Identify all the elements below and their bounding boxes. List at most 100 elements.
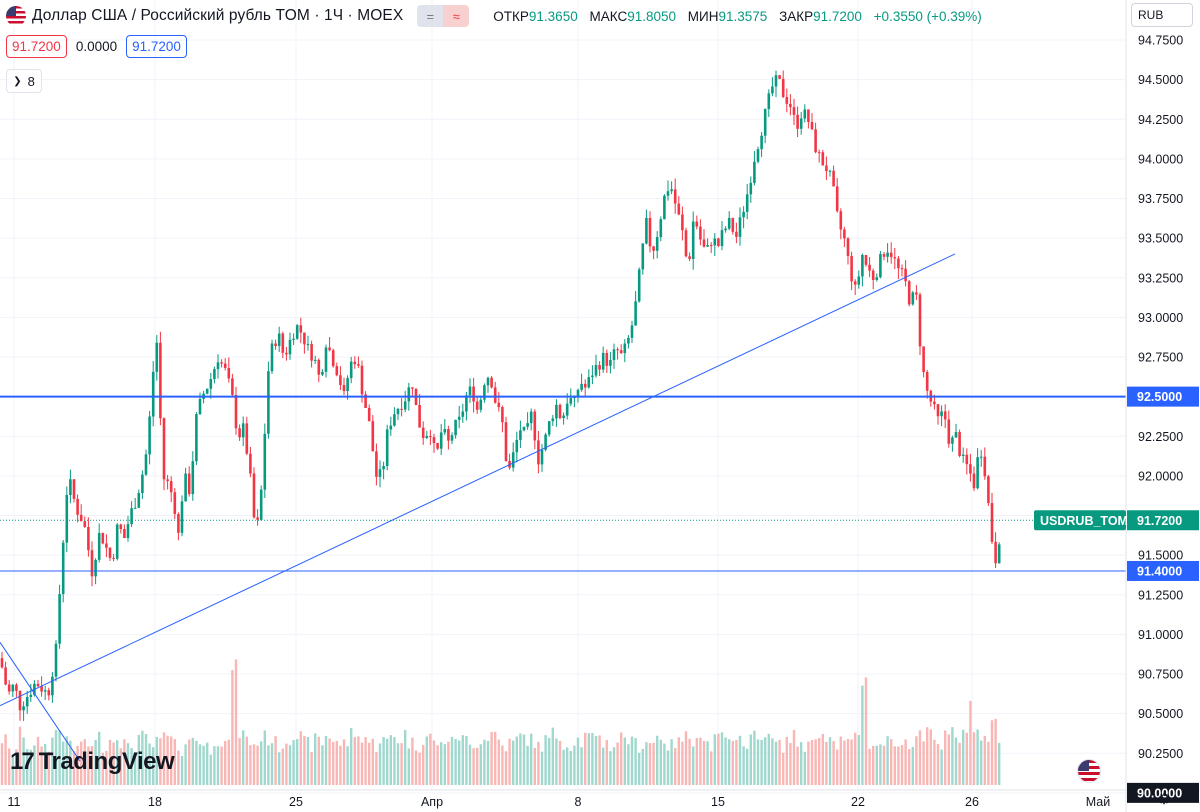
volume-bar [216, 746, 220, 785]
candle-body [151, 371, 155, 417]
candle-body [731, 217, 735, 232]
candle-body [990, 503, 994, 542]
candle-body [335, 366, 339, 376]
candle-body [231, 378, 234, 395]
volume-bar [605, 739, 608, 785]
symbol-title[interactable]: Доллар США / Российский рубль TOM · 1Ч ·… [32, 7, 404, 24]
candle-body [681, 214, 684, 231]
volume-bar [681, 741, 684, 785]
y-tick-label: 93.5000 [1138, 232, 1183, 246]
candle-body [461, 411, 465, 417]
volume-bar [479, 744, 482, 785]
candlesticks [0, 70, 1001, 721]
candle-body [360, 365, 364, 395]
volume-bar [756, 739, 760, 785]
candle-body [947, 419, 951, 444]
candle-body [659, 219, 663, 238]
volume-bar [990, 720, 994, 785]
volume-bar [728, 739, 731, 785]
volume-bar [15, 749, 18, 785]
candle-body [115, 524, 119, 559]
candle-body [54, 643, 58, 677]
candle-body [328, 347, 331, 351]
bid-box[interactable]: 91.7200 [6, 35, 67, 58]
candle-body [684, 230, 688, 257]
candle-body [234, 394, 238, 429]
chart-mode-pills[interactable]: = ≈ [417, 5, 470, 27]
volume-bar [378, 743, 382, 785]
gear-icon[interactable]: ⚙ [1157, 791, 1171, 808]
volume-bar [641, 748, 644, 785]
candle-body [429, 436, 432, 438]
y-tick-label: 93.2500 [1138, 271, 1183, 285]
volume-bar [987, 741, 990, 785]
volume-bar [918, 730, 922, 785]
trend-line [0, 253, 956, 707]
candle-body [220, 362, 223, 364]
x-tick-label: 8 [575, 795, 582, 809]
volume-bar [587, 733, 590, 785]
candle-body [544, 434, 547, 450]
volume-bar [18, 726, 22, 785]
drawing-lines[interactable] [0, 253, 1126, 762]
volume-bar [537, 741, 540, 785]
indicators-toggle[interactable]: ❯ 8 [6, 69, 42, 93]
x-tick-label: 18 [148, 795, 162, 809]
candle-body [198, 398, 202, 415]
indicators-count: 8 [27, 73, 35, 89]
volume-bar [101, 752, 104, 785]
volume-bar [594, 736, 598, 785]
volume-bar [832, 741, 835, 785]
candle-body [4, 667, 7, 685]
candle-body [418, 404, 421, 428]
volume-bar [213, 746, 216, 785]
candle-body [396, 408, 400, 415]
volume-bar [364, 737, 367, 785]
candle-body [479, 399, 483, 410]
volume-bar [65, 736, 68, 785]
candle-body [259, 489, 263, 520]
ask-box[interactable]: 91.7200 [126, 35, 187, 58]
candle-body [612, 349, 616, 360]
candle-body [846, 238, 850, 256]
candle-body [706, 245, 709, 247]
currency-selector[interactable]: RUB [1131, 3, 1193, 27]
candle-body [972, 473, 976, 489]
candle-body [709, 245, 713, 247]
candle-body [580, 383, 583, 390]
volume-bar [281, 748, 284, 785]
pill-left[interactable]: = [417, 5, 444, 27]
candle-body [558, 404, 562, 419]
tradingview-logo[interactable]: 17 TradingView [10, 748, 175, 776]
candle-body [94, 559, 97, 577]
candle-body [753, 161, 756, 183]
candle-body [940, 411, 943, 417]
volume-bar [926, 727, 929, 785]
volume-bar [965, 732, 968, 785]
candle-body [828, 170, 832, 172]
volume-bar [872, 745, 875, 785]
volume-bar [36, 736, 40, 785]
volume-bar [548, 737, 551, 785]
us-flag-icon[interactable] [1077, 759, 1101, 783]
candle-body [144, 454, 148, 475]
volume-bar [130, 747, 133, 785]
candle-body [245, 423, 249, 454]
volume-bar [371, 738, 374, 785]
candle-body [875, 277, 879, 280]
candle-body [879, 254, 882, 278]
candle-body [317, 359, 321, 375]
volume-bar [418, 752, 421, 785]
candle-body [817, 152, 821, 154]
candle-body [969, 464, 972, 474]
candle-body [407, 387, 411, 402]
candle-body [238, 428, 241, 438]
volume-bar [951, 727, 954, 785]
volume-bar [612, 747, 616, 785]
pill-right[interactable]: ≈ [443, 5, 470, 27]
candle-body [324, 347, 328, 372]
candle-body [627, 337, 630, 344]
volume-bar [134, 752, 137, 785]
volume-bar [602, 747, 605, 785]
